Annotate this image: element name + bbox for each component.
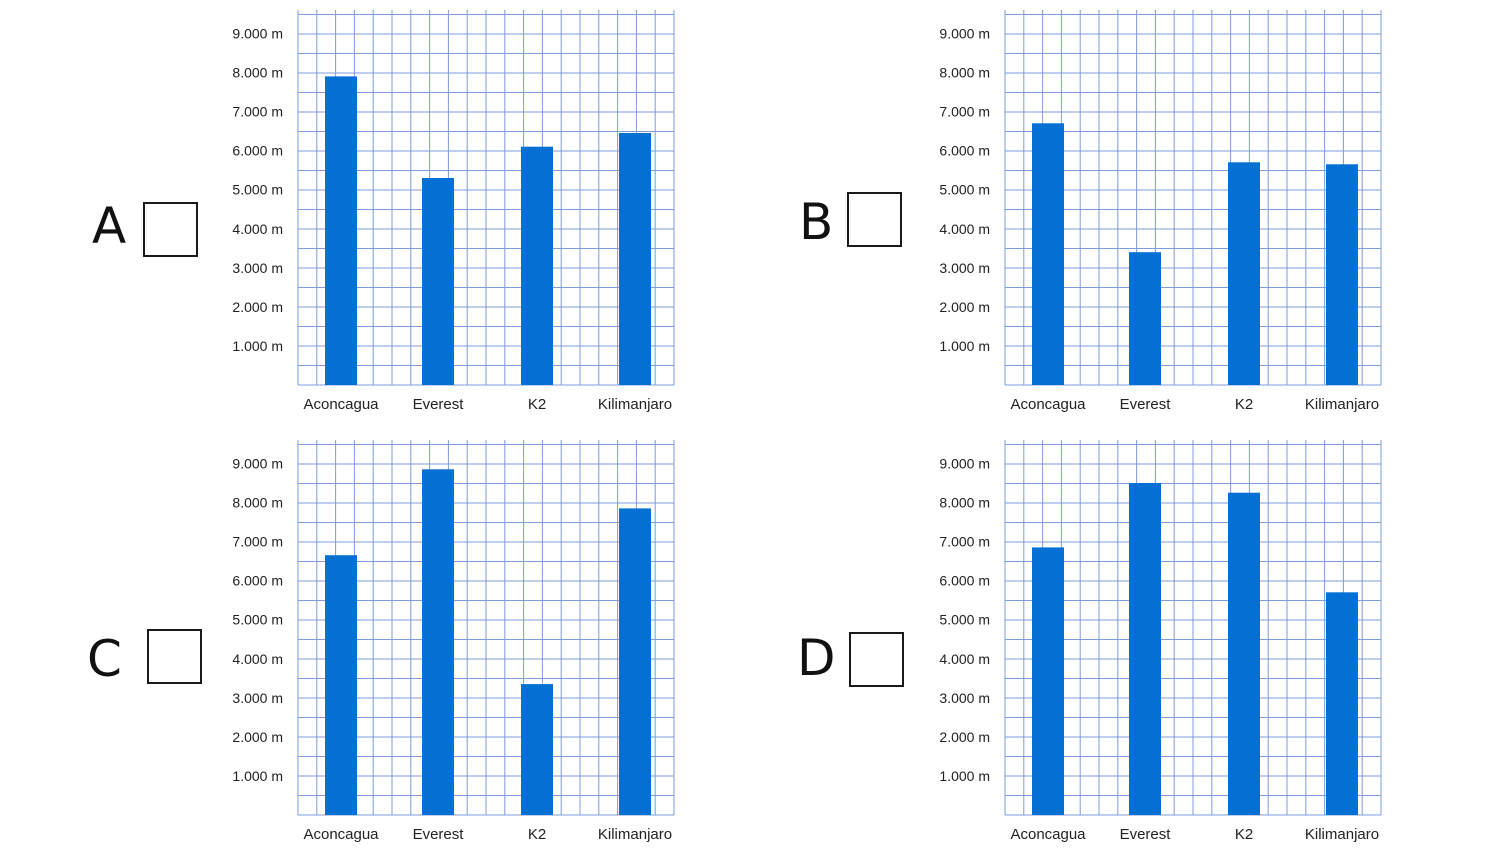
chart-b-bar-kilimanjaro — [1326, 164, 1358, 385]
chart-b: 1.000 m 2.000 m 3.000 m 4.000 m 5.000 m 6.000… — [939, 10, 1382, 413]
chart-b-ytick-label: 8.000 m — [939, 65, 990, 81]
chart-d-ytick-label: 6.000 m — [939, 573, 990, 589]
chart-d-ytick-label: 8.000 m — [939, 495, 990, 511]
chart-d-ytick-label: 9.000 m — [939, 455, 990, 471]
chart-d-ytick-label: 2.000 m — [939, 729, 990, 745]
chart-b-ytick-label: 1.000 m — [939, 338, 990, 354]
chart-d-ytick-label: 5.000 m — [939, 612, 990, 628]
option-c-checkbox[interactable] — [147, 629, 202, 684]
chart-d-ytick-label: 3.000 m — [939, 690, 990, 706]
chart-c-category-label: Aconcagua — [303, 826, 379, 843]
option-b-checkbox[interactable] — [847, 192, 902, 247]
chart-a-ytick-label: 9.000 m — [232, 25, 283, 41]
chart-a-bar-k2 — [521, 146, 553, 385]
chart-c-bar-k2 — [521, 684, 553, 815]
chart-a-ytick-label: 3.000 m — [232, 260, 283, 276]
option-d-letter: D — [797, 629, 836, 687]
chart-c-ytick-label: 1.000 m — [232, 768, 283, 784]
chart-b-ytick-label: 9.000 m — [939, 25, 990, 41]
chart-c-ytick-label: 7.000 m — [232, 534, 283, 550]
option-a-letter: A — [92, 197, 127, 255]
chart-b-ytick-label: 6.000 m — [939, 143, 990, 159]
option-d-checkbox[interactable] — [849, 632, 904, 687]
chart-d-ytick-label: 7.000 m — [939, 534, 990, 550]
chart-c-ytick-label: 5.000 m — [232, 612, 283, 628]
option-b-letter: B — [799, 193, 834, 251]
option-a-checkbox[interactable] — [143, 202, 198, 257]
chart-c-category-label: Kilimanjaro — [598, 826, 672, 843]
chart-b-bar-k2 — [1228, 162, 1260, 385]
chart-b-bar-everest — [1129, 252, 1161, 385]
chart-d-ytick-label: 1.000 m — [939, 768, 990, 784]
chart-d-ytick-label: 4.000 m — [939, 651, 990, 667]
chart-d-category-label: Aconcagua — [1010, 826, 1086, 843]
chart-a-ytick-label: 5.000 m — [232, 182, 283, 198]
chart-d-category-label: Kilimanjaro — [1305, 826, 1379, 843]
chart-b-category-label: Aconcagua — [1010, 396, 1086, 413]
chart-a-bar-kilimanjaro — [619, 133, 651, 385]
chart-b-category-label: Kilimanjaro — [1305, 396, 1379, 413]
chart-b-category-label: Everest — [1120, 396, 1172, 413]
chart-c-ytick-label: 3.000 m — [232, 690, 283, 706]
chart-a-ytick-label: 2.000 m — [232, 299, 283, 315]
chart-c-ytick-label: 4.000 m — [232, 651, 283, 667]
chart-d-bar-aconcagua — [1032, 547, 1064, 815]
chart-c-bar-aconcagua — [325, 555, 357, 815]
chart-b-bar-aconcagua — [1032, 123, 1064, 386]
chart-d-bar-kilimanjaro — [1326, 592, 1358, 815]
chart-a-ytick-label: 7.000 m — [232, 104, 283, 120]
chart-c-category-label: Everest — [413, 826, 465, 843]
chart-d-bar-k2 — [1228, 492, 1260, 815]
chart-c-ytick-label: 8.000 m — [232, 495, 283, 511]
chart-c: 1.000 m 2.000 m 3.000 m 4.000 m 5.000 m 6.000… — [232, 440, 675, 843]
chart-b-ytick-label: 7.000 m — [939, 104, 990, 120]
chart-a-bar-aconcagua — [325, 76, 357, 386]
chart-a: 1.000 m 2.000 m 3.000 m 4.000 m 5.000 m 6.000… — [232, 10, 675, 413]
chart-c-bar-everest — [422, 469, 454, 815]
chart-b-ytick-label: 2.000 m — [939, 299, 990, 315]
chart-d: 1.000 m 2.000 m 3.000 m 4.000 m 5.000 m 6.000… — [939, 440, 1382, 843]
chart-c-bar-kilimanjaro — [619, 508, 651, 815]
chart-c-ytick-label: 6.000 m — [232, 573, 283, 589]
chart-a-category-label: Kilimanjaro — [598, 396, 672, 413]
option-c-letter: C — [87, 630, 122, 688]
chart-c-ytick-label: 2.000 m — [232, 729, 283, 745]
chart-d-category-label: K2 — [1235, 826, 1253, 843]
chart-d-category-label: Everest — [1120, 826, 1172, 843]
chart-a-category-label: K2 — [528, 396, 546, 413]
chart-a-ytick-label: 6.000 m — [232, 143, 283, 159]
chart-a-ytick-label: 4.000 m — [232, 221, 283, 237]
chart-b-ytick-label: 3.000 m — [939, 260, 990, 276]
chart-b-ytick-label: 4.000 m — [939, 221, 990, 237]
chart-b-ytick-label: 5.000 m — [939, 182, 990, 198]
chart-a-ytick-label: 8.000 m — [232, 65, 283, 81]
chart-d-bar-everest — [1129, 483, 1161, 815]
chart-a-category-label: Everest — [413, 396, 465, 413]
chart-a-ytick-label: 1.000 m — [232, 338, 283, 354]
chart-d-grid — [1004, 440, 1382, 816]
chart-c-ytick-label: 9.000 m — [232, 455, 283, 471]
chart-b-category-label: K2 — [1235, 396, 1253, 413]
chart-a-category-label: Aconcagua — [303, 396, 379, 413]
chart-a-bar-everest — [422, 178, 454, 385]
chart-c-category-label: K2 — [528, 826, 546, 843]
